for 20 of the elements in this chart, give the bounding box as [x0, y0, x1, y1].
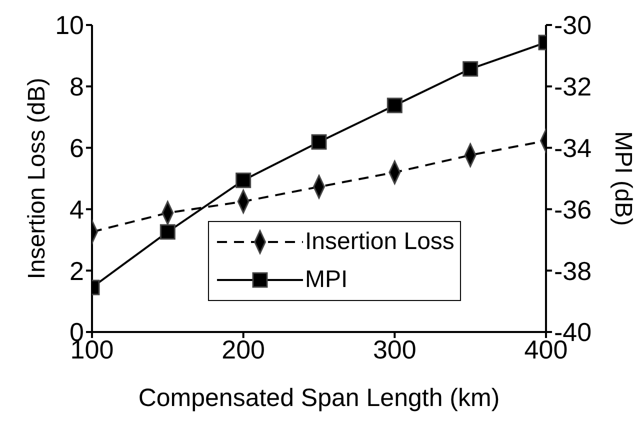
x-tick-label: 300 [372, 334, 416, 364]
y2-tick-label: -38 [554, 256, 592, 286]
point [236, 172, 252, 188]
y-tick-label: 4 [70, 194, 84, 224]
legend-label: Insertion Loss [305, 228, 454, 255]
y-tick-label: 10 [55, 10, 84, 40]
point [386, 98, 402, 114]
y2-tick-label: -36 [554, 194, 592, 224]
y2-tick-label: -32 [554, 72, 592, 102]
y-tick-label: 8 [70, 72, 84, 102]
x-tick-label: 200 [222, 334, 266, 364]
y2-tick-label: -34 [554, 133, 592, 164]
y2-tick-label: -30 [554, 10, 592, 40]
y-tick-label: 2 [70, 256, 84, 286]
x-axis-title: Compensated Span Length (km) [138, 384, 500, 412]
y-tick-label: 6 [70, 133, 84, 164]
y-axis-title: Insertion Loss (dB) [24, 78, 51, 280]
point [311, 134, 327, 150]
legend-label: MPI [305, 266, 348, 293]
y2-axis-title: MPI (dB) [609, 131, 636, 226]
